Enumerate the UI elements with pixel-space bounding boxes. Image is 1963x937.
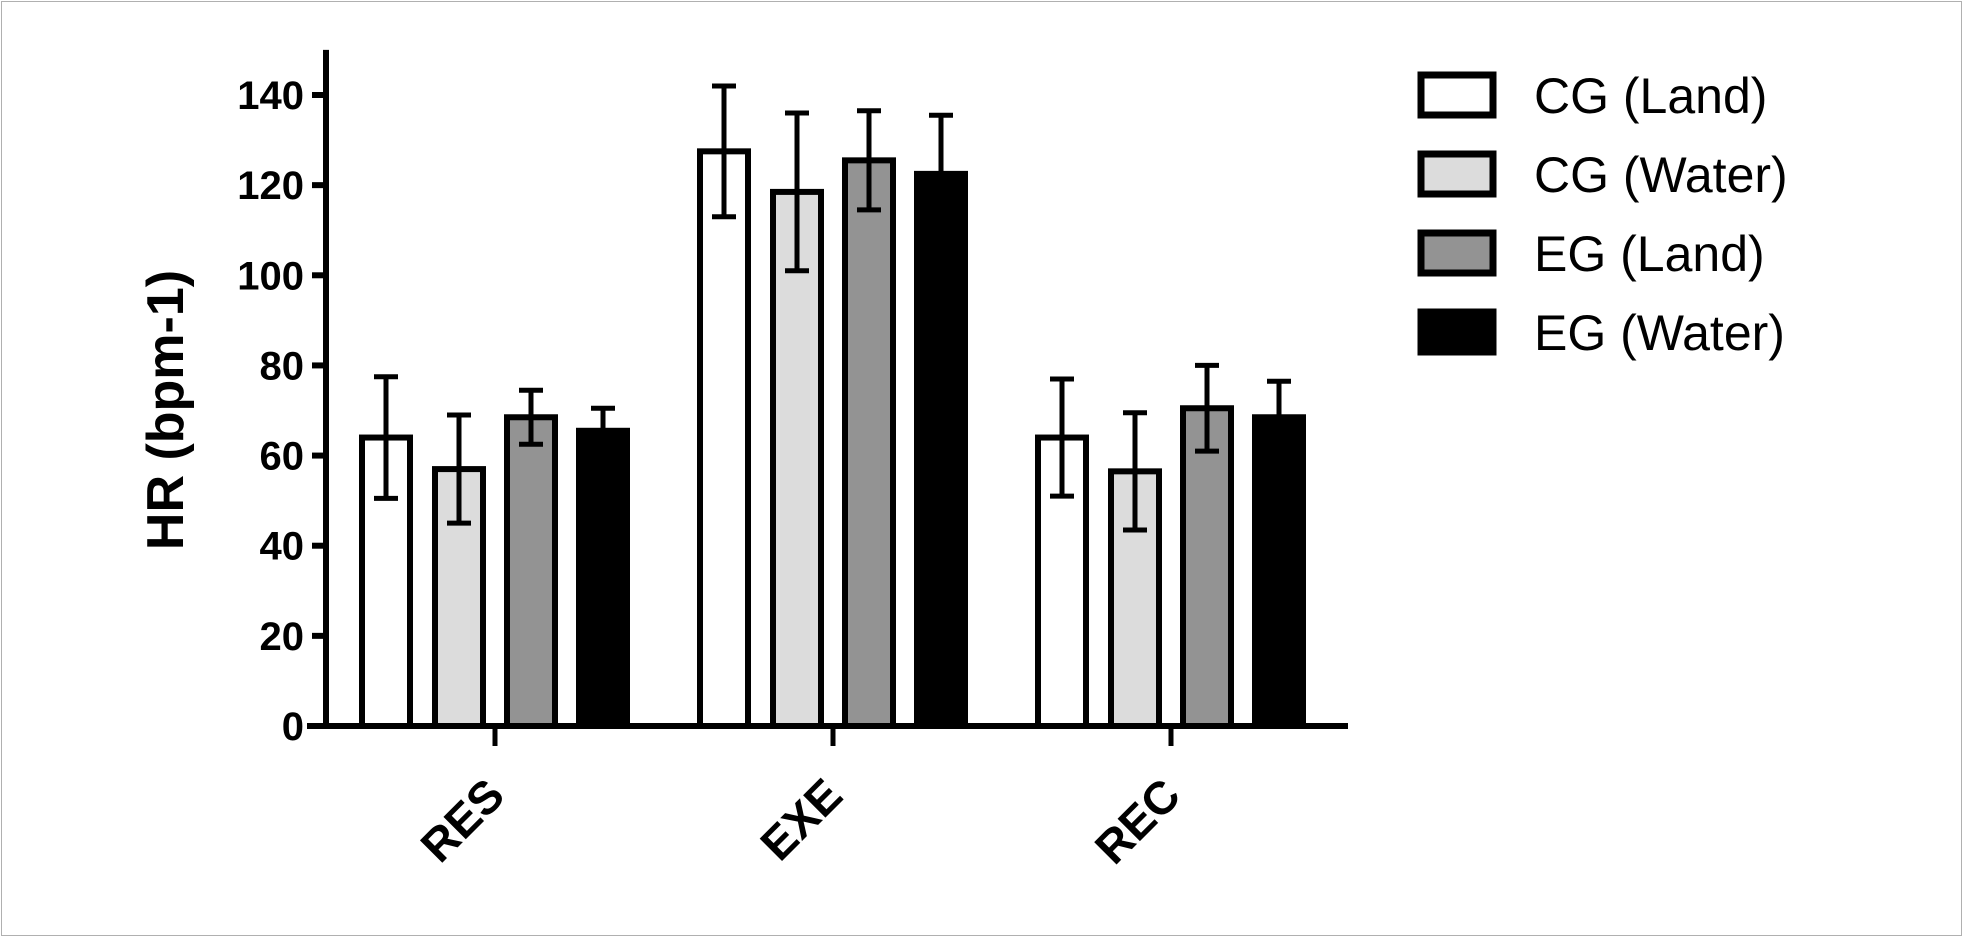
y-tick-label: 140: [237, 74, 304, 118]
bar-exe-0: [697, 148, 751, 729]
bar-exe-1: [770, 188, 824, 729]
bar-exe-3: [914, 170, 968, 729]
y-tick-label: 100: [237, 254, 304, 298]
y-tick-label: 40: [260, 525, 305, 569]
bar-rec-3: [1252, 414, 1306, 729]
legend-label: CG (Land): [1534, 68, 1767, 124]
bar-res-1: [432, 466, 486, 729]
bar-res-3: [576, 427, 630, 729]
legend-swatch: [1417, 229, 1497, 277]
bar-rec-2: [1180, 405, 1234, 729]
x-category-label: RES: [410, 768, 514, 872]
y-tick-label: 80: [260, 344, 305, 388]
y-tick-label: 0: [282, 705, 304, 749]
legend-label: EG (Water): [1534, 305, 1785, 361]
y-axis-label: HR (bpm-1): [137, 270, 195, 550]
legend-swatch: [1417, 71, 1497, 119]
legend-swatch: [1417, 308, 1497, 356]
x-category-label: EXE: [750, 768, 852, 870]
y-tick-label: 60: [260, 435, 305, 479]
bar-exe-2: [842, 157, 896, 729]
x-category-label: REC: [1085, 768, 1190, 873]
y-tick-label: 20: [260, 615, 305, 659]
bar-res-2: [504, 414, 558, 729]
legend-swatch: [1417, 150, 1497, 198]
legend-label: CG (Water): [1534, 147, 1788, 203]
y-tick-label: 120: [237, 164, 304, 208]
legend-label: EG (Land): [1534, 226, 1765, 282]
